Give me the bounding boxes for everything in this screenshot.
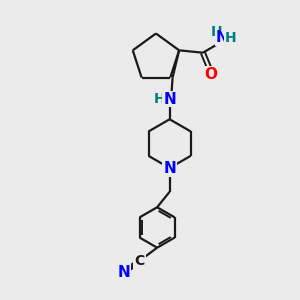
Text: C: C bbox=[134, 254, 144, 268]
Text: N: N bbox=[118, 265, 130, 280]
Text: H: H bbox=[211, 26, 223, 40]
Text: H: H bbox=[225, 31, 236, 45]
Text: N: N bbox=[216, 30, 229, 45]
Text: O: O bbox=[205, 67, 218, 82]
Text: H: H bbox=[154, 92, 166, 106]
Text: N: N bbox=[163, 160, 176, 175]
Text: N: N bbox=[163, 92, 176, 106]
